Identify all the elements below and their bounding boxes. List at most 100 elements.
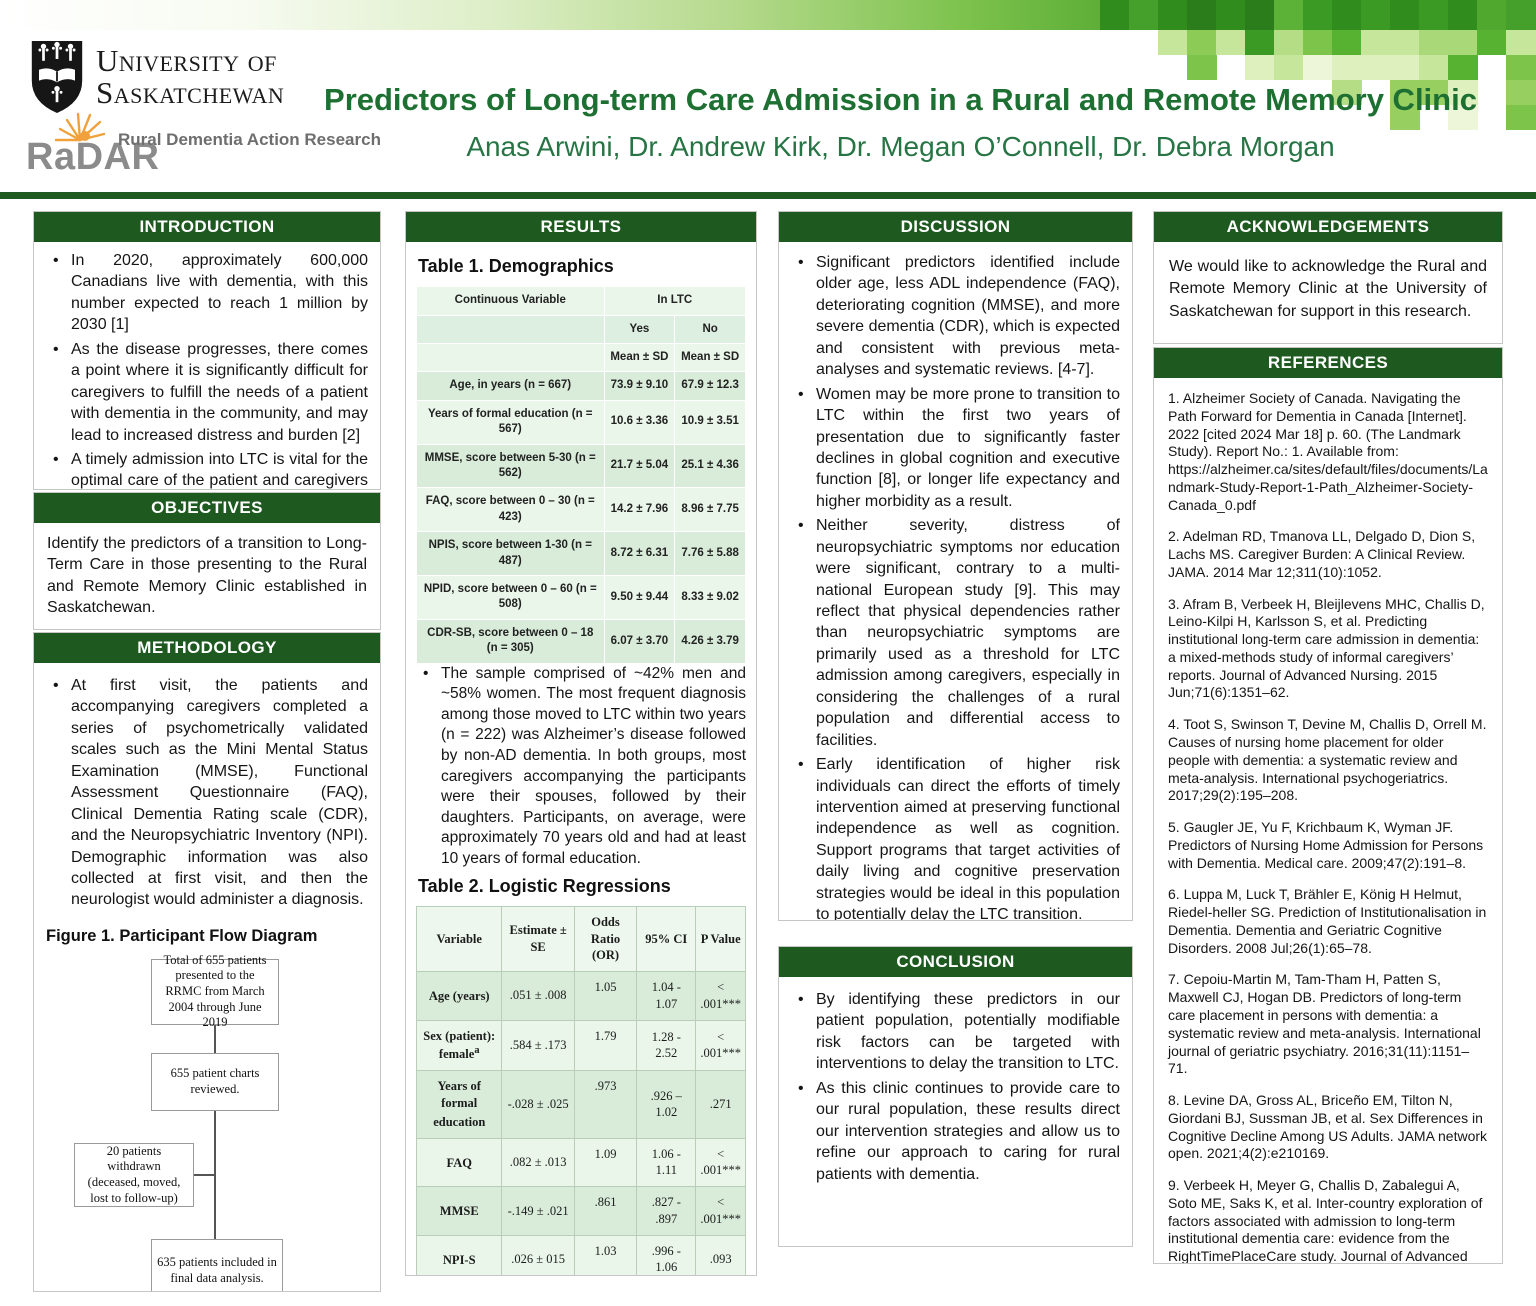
discussion-bullet: Women may be more prone to transition to…	[791, 384, 1120, 513]
introduction-header: INTRODUCTION	[34, 212, 380, 242]
cell-variable: MMSE	[415, 1186, 503, 1236]
cell-no: 10.9 ± 3.51	[674, 399, 746, 445]
cell-yes: 10.6 ± 3.36	[603, 399, 676, 445]
conclusion-bullet: By identifying these predictors in our p…	[791, 989, 1120, 1075]
cell-variable: Years of formal education (n = 567)	[416, 399, 605, 445]
cell-yes: 9.50 ± 9.44	[603, 574, 676, 620]
table2-caption: Table 2. Logistic Regressions	[418, 875, 671, 896]
cell-yes: 6.07 ± 3.70	[603, 618, 676, 664]
table1-empty-cell	[416, 342, 605, 373]
cell-pvalue: .271	[695, 1070, 746, 1139]
methodology-bullets: At first visit, the patients and accompa…	[46, 675, 368, 911]
table1-row-age: Age, in years (n = 667) 73.9 ± 9.10 67.9…	[416, 371, 746, 401]
table1-row-npis: NPIS, score between 1-30 (n = 487) 8.72 …	[416, 531, 746, 576]
section-results: RESULTS Table 1. Demographics Continuous…	[405, 211, 757, 1276]
radar-logo: RaDAR Rural Dementia Action Research	[24, 112, 444, 188]
cell-odds-ratio: .973	[573, 1070, 638, 1139]
cell-no: 8.96 ± 7.75	[674, 487, 746, 533]
cell-variable: FAQ	[415, 1137, 503, 1188]
reference-item: 1. Alzheimer Society of Canada. Navigati…	[1168, 390, 1488, 513]
radar-sun-icon	[54, 112, 106, 142]
section-references: REFERENCES 1. Alzheimer Society of Canad…	[1153, 347, 1503, 1264]
variable-text: Years of formal education	[433, 1079, 486, 1129]
cell-estimate: .026 ± 015	[501, 1234, 575, 1275]
table2-logistic-regressions: Variable Estimate ± SE Odds Ratio (OR) 9…	[415, 905, 746, 1275]
table1-unit: Mean ± SD	[674, 342, 746, 373]
table1-caption: Table 1. Demographics	[418, 256, 614, 276]
flow-box-withdrawn: 20 patients withdrawn (deceased, moved, …	[74, 1142, 194, 1207]
table2-row-education: Years of formal education -.028 ± .025 .…	[415, 1070, 746, 1139]
table1-unit: Mean ± SD	[603, 342, 676, 373]
section-discussion: DISCUSSION Significant predictors identi…	[778, 211, 1133, 921]
usask-line2: Saskatchewan	[96, 75, 285, 110]
table2-row-age: Age (years) .051 ± .008 1.05 1.04 - 1.07…	[415, 971, 746, 1021]
reference-item: 8. Levine DA, Gross AL, Briceño EM, Tilt…	[1168, 1092, 1488, 1162]
variable-text: Sex (patient): female	[423, 1028, 496, 1062]
usask-line1: University of	[96, 42, 277, 78]
discussion-bullet: Neither severity, distress of neuropsych…	[791, 515, 1120, 751]
header-divider	[0, 192, 1536, 199]
cell-variable: Years of formal education	[415, 1070, 503, 1139]
cell-variable: NPI-S	[415, 1234, 503, 1275]
reference-item: 3. Afram B, Verbeek H, Bleijlevens MHC, …	[1168, 595, 1485, 701]
reference-item: 2. Adelman RD, Tmanova LL, Delgado D, Di…	[1168, 528, 1476, 580]
cell-no: 4.26 ± 3.79	[674, 618, 746, 664]
cell-variable: NPIS, score between 1-30 (n = 487)	[416, 531, 605, 576]
table1-row-education: Years of formal education (n = 567) 10.6…	[416, 399, 746, 445]
table1-header-row: Continuous Variable In LTC	[416, 286, 747, 316]
table1-no-header: No	[674, 314, 746, 344]
variable-text: MMSE	[439, 1204, 479, 1219]
discussion-bullet: Early identification of higher risk indi…	[791, 754, 1120, 920]
cell-no: 7.76 ± 5.88	[674, 531, 746, 576]
flow-box-reviewed: 655 patient charts reviewed.	[151, 1052, 279, 1111]
cell-variable: Age, in years (n = 667)	[416, 371, 605, 401]
poster-authors: Anas Arwini, Dr. Andrew Kirk, Dr. Megan …	[466, 131, 1335, 162]
figure1-caption: Figure 1. Participant Flow Diagram	[46, 926, 318, 945]
figure1-flow-diagram: Total of 655 patients presented to the R…	[46, 951, 368, 1291]
cell-pvalue: < .001***	[695, 1137, 746, 1188]
cell-yes: 73.9 ± 9.10	[603, 371, 676, 401]
cell-pvalue: .093	[695, 1234, 746, 1275]
table1-empty-cell	[416, 314, 605, 344]
objectives-text: Identify the predictors of a transition …	[47, 535, 367, 617]
objectives-header: OBJECTIVES	[34, 493, 380, 523]
table1-demographics: Continuous Variable In LTC Yes No Mean ±…	[416, 286, 747, 664]
cell-variable: CDR-SB, score between 0 – 18 (n = 305)	[416, 618, 605, 664]
cell-variable: NPID, score between 0 – 60 (n = 508)	[416, 574, 605, 620]
table1-row-npid: NPID, score between 0 – 60 (n = 508) 9.5…	[416, 574, 746, 620]
section-conclusion: CONCLUSION By identifying these predicto…	[778, 946, 1133, 1247]
usask-shield-icon	[31, 41, 83, 113]
table2-header: 95% CI	[636, 905, 697, 973]
cell-odds-ratio: 1.09	[573, 1137, 638, 1188]
methodology-header: METHODOLOGY	[34, 633, 380, 663]
radar-acronym: RaDAR	[26, 136, 160, 178]
cell-variable: Sex (patient): femalea	[415, 1019, 503, 1072]
section-methodology: METHODOLOGY At first visit, the patients…	[33, 632, 381, 1292]
cell-no: 67.9 ± 12.3	[674, 371, 746, 401]
cell-pvalue: < .001***	[695, 1019, 746, 1072]
table1-row-faq: FAQ, score between 0 – 30 (n = 423) 14.2…	[416, 487, 746, 533]
cell-variable: Age (years)	[415, 971, 503, 1021]
flow-vertical-line	[214, 1024, 216, 1241]
cell-yes: 8.72 ± 6.31	[603, 531, 676, 576]
cell-odds-ratio: 1.03	[573, 1234, 638, 1275]
cell-pvalue: < .001***	[695, 1186, 746, 1236]
table2-row-mmse: MMSE -.149 ± .021 .861 .827 - .897 < .00…	[415, 1186, 746, 1236]
table2-row-sex: Sex (patient): femalea .584 ± .173 1.79 …	[415, 1019, 746, 1072]
cell-estimate: -.028 ± .025	[501, 1070, 575, 1139]
table2-header: Odds Ratio (OR)	[573, 905, 638, 973]
cell-yes: 14.2 ± 7.96	[603, 487, 676, 533]
cell-ci: .926 – 1.02	[636, 1070, 697, 1139]
cell-estimate: .051 ± .008	[501, 971, 575, 1021]
table1-units-row: Mean ± SD Mean ± SD	[416, 342, 746, 373]
variable-text: NPI-S	[442, 1253, 476, 1268]
results-sample-bullets: The sample comprised of ~42% men and ~58…	[416, 664, 746, 870]
reference-item: 4. Toot S, Swinson T, Devine M, Challis …	[1168, 716, 1487, 804]
conclusion-bullets: By identifying these predictors in our p…	[791, 989, 1120, 1185]
table1-col1-header: Continuous Variable	[416, 286, 605, 316]
table1-row-mmse: MMSE, score between 5-30 (n = 562) 21.7 …	[416, 443, 746, 489]
results-header: RESULTS	[406, 212, 756, 242]
cell-ci: 1.04 - 1.07	[636, 971, 697, 1021]
cell-yes: 21.7 ± 5.04	[603, 443, 676, 489]
reference-item: 9. Verbeek H, Meyer G, Challis D, Zabale…	[1168, 1177, 1483, 1264]
